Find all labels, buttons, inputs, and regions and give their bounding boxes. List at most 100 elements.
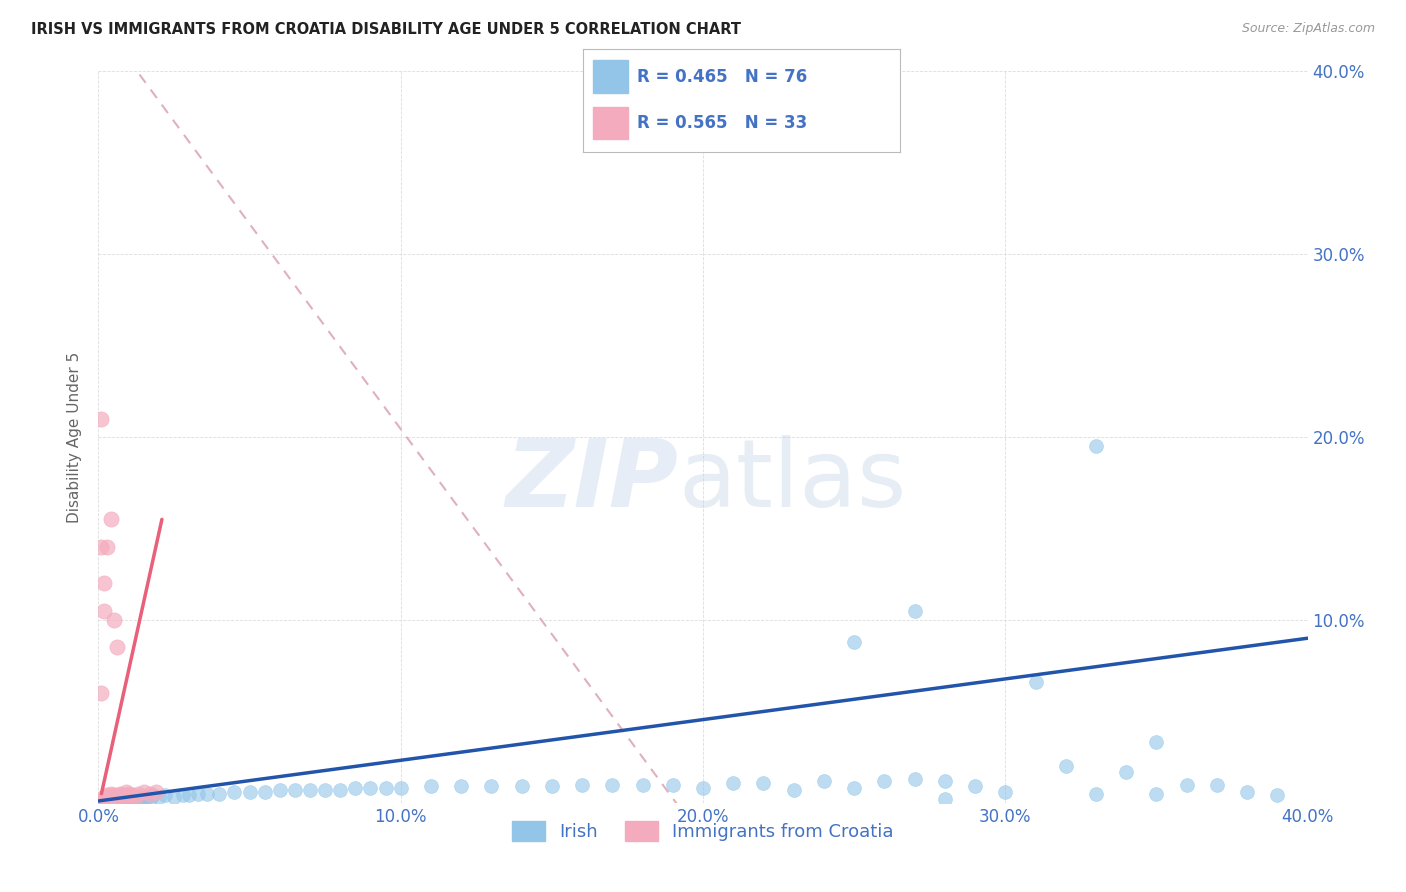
Point	[135, 790, 157, 805]
Point	[934, 792, 956, 806]
Point	[100, 794, 122, 808]
Point	[1085, 787, 1108, 801]
Point	[93, 576, 115, 591]
Point	[540, 780, 562, 794]
Point	[661, 778, 683, 792]
Point	[100, 790, 122, 805]
Point	[284, 783, 307, 797]
Point	[111, 792, 134, 806]
Point	[100, 512, 122, 526]
Legend: Irish, Immigrants from Croatia: Irish, Immigrants from Croatia	[505, 814, 901, 848]
Point	[481, 780, 503, 794]
Point	[1054, 759, 1077, 773]
Point	[108, 787, 131, 801]
Point	[450, 780, 472, 794]
Point	[783, 783, 806, 797]
Point	[93, 604, 115, 618]
Point	[389, 781, 412, 796]
Point	[118, 787, 141, 801]
Point	[124, 790, 146, 805]
Point	[965, 780, 987, 794]
Point	[105, 790, 128, 805]
Point	[344, 781, 367, 796]
Point	[103, 789, 125, 803]
Point	[90, 686, 112, 700]
Point	[121, 794, 143, 808]
Point	[142, 789, 165, 803]
Point	[723, 775, 745, 789]
Point	[96, 540, 118, 554]
Point	[153, 789, 176, 803]
Point	[208, 787, 231, 801]
Point	[934, 773, 956, 788]
Text: ZIP: ZIP	[506, 435, 679, 527]
Point	[118, 790, 141, 805]
Text: R = 0.565   N = 33: R = 0.565 N = 33	[637, 114, 807, 132]
Text: atlas: atlas	[679, 435, 907, 527]
Point	[103, 790, 125, 805]
Point	[269, 783, 291, 797]
Point	[752, 775, 775, 789]
Point	[253, 785, 276, 799]
Point	[145, 785, 167, 799]
Point	[602, 778, 624, 792]
Point	[96, 789, 118, 803]
Point	[873, 773, 896, 788]
Point	[108, 789, 131, 803]
Point	[148, 790, 170, 805]
Point	[108, 792, 131, 806]
Point	[1175, 778, 1198, 792]
Point	[93, 790, 115, 805]
Point	[127, 792, 149, 806]
Point	[129, 790, 152, 805]
Point	[118, 792, 141, 806]
Point	[631, 778, 654, 792]
Point	[1144, 735, 1167, 749]
Point	[114, 794, 136, 808]
Point	[96, 794, 118, 808]
Point	[163, 790, 186, 805]
Point	[179, 789, 201, 803]
Point	[132, 792, 155, 806]
Text: R = 0.465   N = 76: R = 0.465 N = 76	[637, 68, 807, 86]
Point	[103, 792, 125, 806]
Point	[114, 789, 136, 803]
Point	[96, 794, 118, 808]
Point	[1267, 789, 1289, 803]
Point	[299, 783, 322, 797]
Point	[1024, 675, 1046, 690]
Point	[127, 787, 149, 801]
Point	[1236, 785, 1258, 799]
Point	[105, 640, 128, 655]
Point	[108, 790, 131, 805]
Bar	[593, 61, 627, 93]
Point	[121, 789, 143, 803]
Point	[96, 792, 118, 806]
Point	[844, 635, 866, 649]
Point	[813, 773, 835, 788]
Point	[111, 789, 134, 803]
Point	[420, 780, 443, 794]
Y-axis label: Disability Age Under 5: Disability Age Under 5	[67, 351, 83, 523]
Point	[1206, 778, 1229, 792]
Point	[239, 785, 262, 799]
Point	[90, 794, 112, 808]
Point	[329, 783, 352, 797]
Point	[172, 789, 194, 803]
Point	[844, 781, 866, 796]
Point	[100, 787, 122, 801]
Text: IRISH VS IMMIGRANTS FROM CROATIA DISABILITY AGE UNDER 5 CORRELATION CHART: IRISH VS IMMIGRANTS FROM CROATIA DISABIL…	[31, 22, 741, 37]
Point	[692, 781, 714, 796]
Point	[195, 787, 218, 801]
Point	[90, 412, 112, 426]
Point	[93, 792, 115, 806]
Point	[114, 785, 136, 799]
Point	[571, 778, 593, 792]
Point	[1144, 787, 1167, 801]
Point	[1115, 764, 1137, 779]
Point	[187, 787, 209, 801]
Point	[510, 780, 533, 794]
Point	[360, 781, 382, 796]
Point	[105, 790, 128, 805]
Point	[904, 772, 927, 786]
